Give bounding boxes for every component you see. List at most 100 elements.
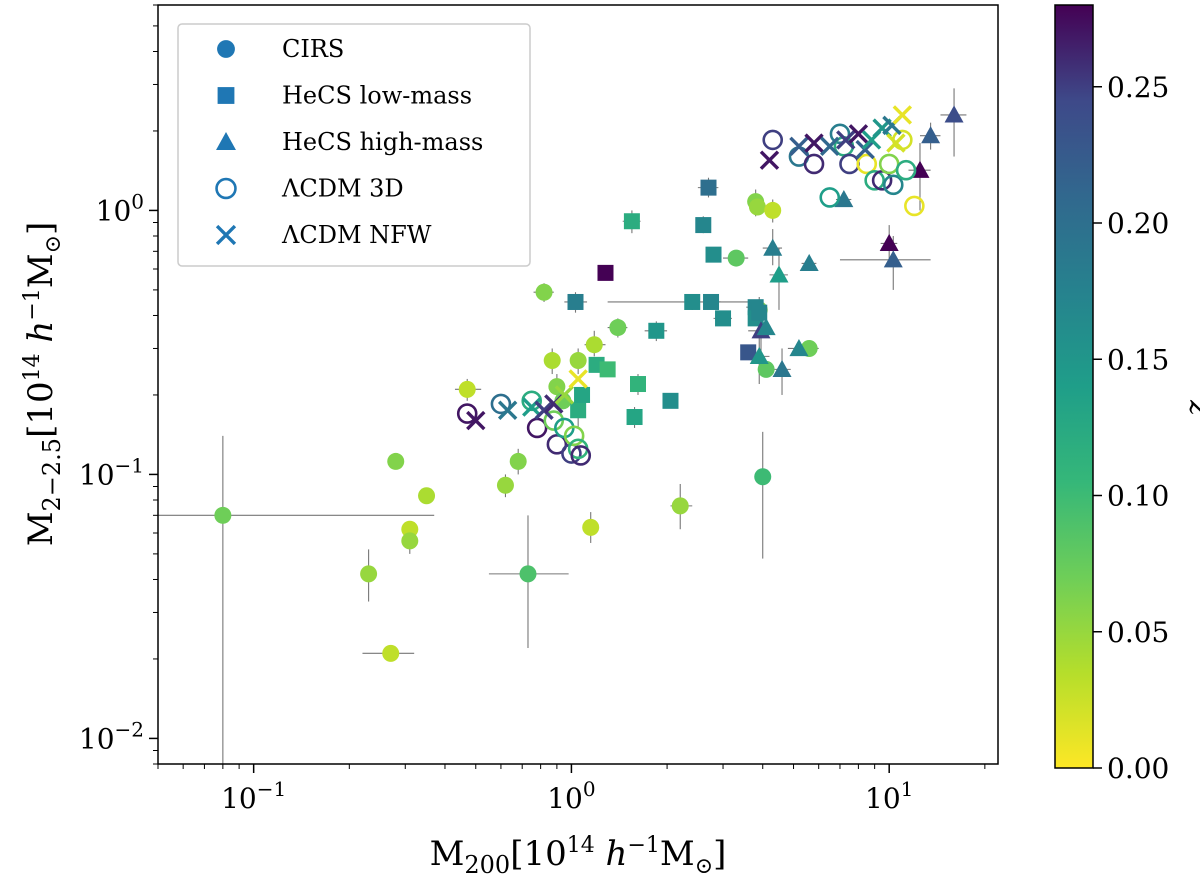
hecs-high-mass-point — [834, 190, 854, 208]
legend-entry: HeCS low-mass — [217, 82, 472, 110]
data-markers — [214, 105, 964, 662]
legend-label: HeCS low-mass — [282, 82, 472, 110]
y-axis-ticks: 10−2 10−1 100 — [79, 4, 158, 765]
lcdm-nfw-point — [789, 136, 809, 156]
lcdm-nfw-point — [759, 150, 780, 170]
legend-entry: ΛCDM NFW — [215, 221, 432, 249]
legend-marker-square — [217, 87, 235, 104]
cirs-point — [671, 497, 689, 515]
lcdm-nfw-point — [554, 385, 575, 405]
lcdm-3d-point — [563, 425, 585, 447]
x-axis-ticks: 10−1 100 101 — [157, 764, 986, 815]
hecs-high-mass-point — [944, 105, 964, 123]
hecs-high-mass-point — [883, 250, 903, 268]
cirs-point — [214, 506, 232, 524]
cirs-point — [458, 380, 476, 398]
hecs-low-mass-point — [703, 293, 720, 310]
lcdm-3d-point — [829, 123, 851, 145]
legend-marker-circle — [217, 40, 235, 58]
cirs-point — [569, 352, 587, 370]
colorbar-tick-label: 0.20 — [1107, 207, 1169, 240]
lcdm-3d-point — [904, 195, 925, 217]
lcdm-3d-point — [543, 410, 565, 431]
hecs-low-mass-point — [597, 264, 614, 281]
legend-label: ΛCDM NFW — [281, 221, 432, 249]
hecs-high-mass-point — [749, 346, 769, 364]
legend-entry: CIRS — [217, 35, 344, 63]
lcdm-3d-point — [878, 153, 900, 175]
legend-label: ΛCDM 3D — [281, 175, 404, 203]
hecs-low-mass-point — [700, 179, 717, 196]
plot-frame — [157, 4, 999, 765]
lcdm-nfw-point — [466, 410, 486, 431]
cirs-point — [418, 487, 436, 505]
cirs-point — [535, 283, 553, 301]
x-axis-label: M200[1014 h−1M⊙] — [430, 833, 727, 879]
y-tick-label: 100 — [96, 189, 144, 227]
cirs-point — [382, 644, 400, 662]
hecs-low-mass-point — [630, 376, 647, 393]
plot-area: 10−1 100 101 10−2 10−1 100 — [79, 4, 999, 815]
legend-frame — [177, 23, 531, 267]
legend-marker-x — [215, 224, 237, 246]
hecs-high-mass-point — [763, 238, 783, 256]
legend: CIRS HeCS low-mass HeCS high-mass ΛCDM 3D ΛC… — [177, 23, 531, 267]
lcdm-3d-point — [819, 187, 841, 208]
legend-label: CIRS — [282, 35, 344, 63]
hecs-low-mass-point — [626, 409, 643, 426]
hecs-low-mass-point — [599, 361, 616, 378]
lcdm-nfw-point — [848, 124, 869, 144]
hecs-low-mass-point — [567, 293, 584, 310]
x-tick-label: 101 — [865, 777, 913, 815]
lcdm-nfw-point — [534, 400, 554, 420]
hecs-high-mass-point — [921, 126, 941, 144]
hecs-low-mass-point — [648, 322, 665, 339]
cirs-point — [543, 352, 561, 370]
hecs-high-mass-point — [789, 338, 809, 357]
cirs-point — [764, 201, 782, 219]
lcdm-3d-point — [803, 153, 825, 175]
cirs-point — [754, 468, 772, 486]
lcdm-nfw-point — [836, 130, 856, 150]
lcdm-3d-point — [895, 159, 917, 181]
hecs-high-mass-point — [769, 265, 789, 283]
hecs-low-mass-point — [662, 392, 679, 409]
colorbar-tick-label: 0.15 — [1107, 343, 1169, 376]
cirs-point — [609, 319, 627, 337]
legend-marker-open-circle — [215, 177, 237, 200]
lcdm-nfw-point — [886, 133, 906, 153]
lcdm-3d-point — [864, 170, 885, 191]
colorbar-tick-label: 0.00 — [1107, 752, 1169, 785]
colorbar-ticks: 0.00 0.05 0.10 0.15 0.20 0.25 — [1093, 71, 1169, 785]
cirs-point — [401, 520, 419, 538]
y-tick-label: 10−2 — [79, 717, 144, 755]
cirs-point — [519, 565, 537, 583]
hecs-low-mass-point — [740, 344, 757, 361]
colorbar-tick-label: 0.25 — [1107, 71, 1169, 104]
hecs-high-mass-point — [772, 359, 792, 377]
cirs-point — [509, 452, 527, 470]
lcdm-3d-point — [762, 129, 784, 151]
cirs-point — [748, 198, 766, 216]
x-tick-label: 100 — [547, 777, 595, 815]
lcdm-3d-point — [570, 445, 592, 466]
x-tick-label: 10−1 — [221, 777, 286, 815]
lcdm-3d-point — [856, 153, 878, 175]
cirs-point — [387, 452, 405, 470]
lcdm-3d-point — [456, 403, 478, 424]
lcdm-nfw-point — [820, 136, 840, 156]
lcdm-3d-point — [526, 417, 548, 439]
cirs-point — [360, 565, 378, 583]
cirs-point — [757, 360, 775, 378]
lcdm-nfw-point — [892, 105, 913, 125]
hecs-low-mass-point — [695, 217, 712, 234]
lcdm-3d-point — [882, 174, 904, 196]
colorbar-tick-label: 0.10 — [1107, 480, 1169, 513]
hecs-low-mass-point — [705, 246, 722, 263]
lcdm-nfw-point — [855, 139, 875, 160]
hecs-low-mass-point — [623, 213, 640, 230]
colorbar-tick-label: 0.05 — [1107, 616, 1169, 649]
colorbar-gradient — [1054, 4, 1094, 769]
cirs-point — [727, 249, 745, 267]
